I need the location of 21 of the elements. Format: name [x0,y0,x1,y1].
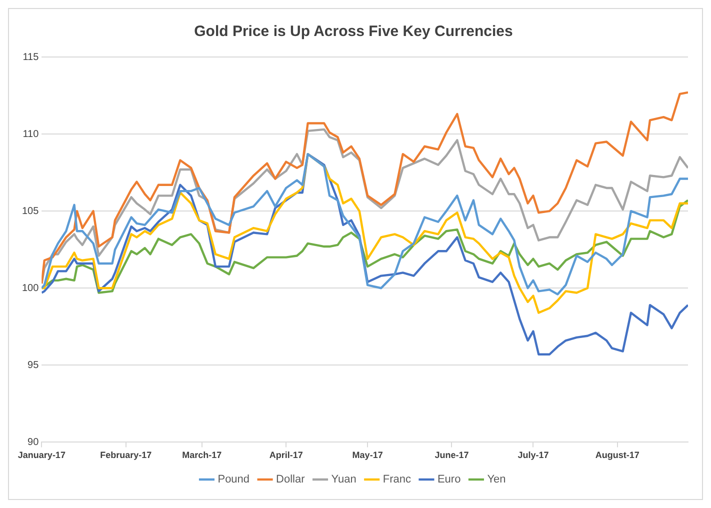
legend-label: Euro [437,474,461,486]
y-tick-label: 95 [28,360,40,371]
y-tick-label: 105 [22,206,40,217]
x-tick-label: April-17 [269,450,303,460]
x-tick-label: February-17 [100,450,152,460]
legend-label: Yuan [331,474,356,486]
legend-label: Franc [382,474,412,486]
legend-label: Yen [487,474,506,486]
y-tick-label: 100 [22,282,40,294]
x-tick-label: August-17 [595,450,640,460]
chart-title: Gold Price is Up Across Five Key Currencies [194,23,513,40]
y-tick-label: 110 [22,128,40,140]
legend-label: Pound [218,474,250,486]
legend-label: Dollar [276,474,306,486]
x-tick-label: May-17 [352,450,383,460]
y-tick-label: 90 [28,436,40,448]
x-tick-label: January-17 [18,450,66,460]
x-tick-label: June-17 [434,450,469,460]
x-tick-label: March-17 [182,450,222,460]
y-tick-label: 115 [22,52,40,63]
x-tick-label: July-17 [518,450,549,460]
